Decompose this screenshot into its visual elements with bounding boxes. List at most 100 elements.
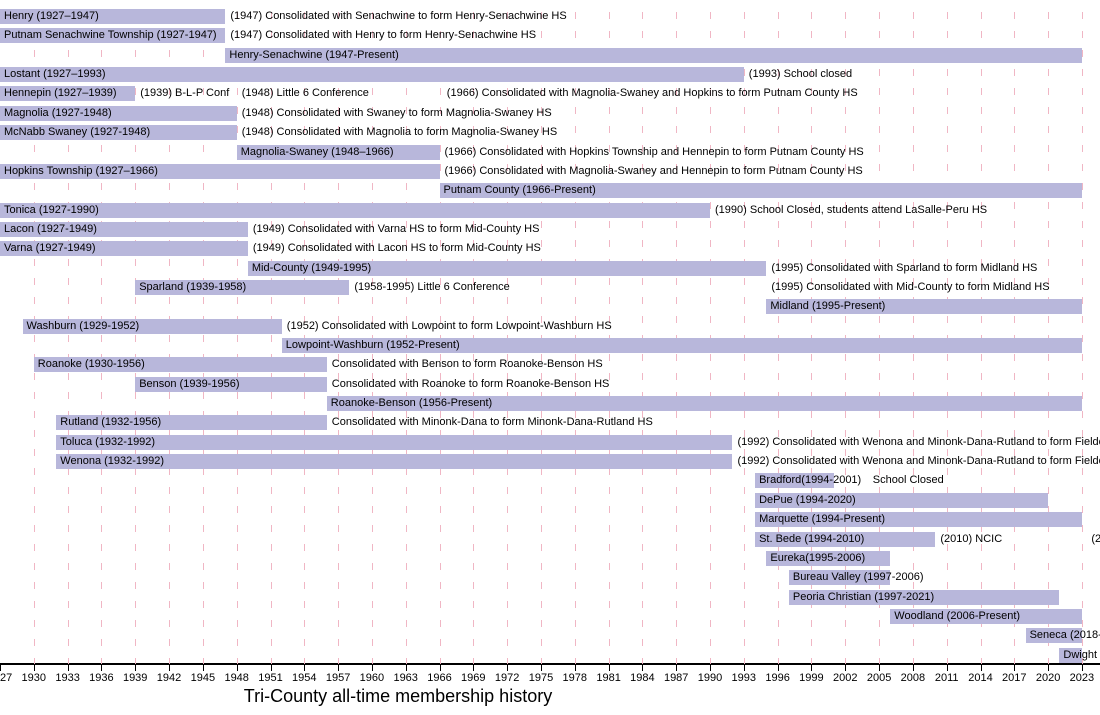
bar-annotation: (1995) Consolidated with Mid-County to f… <box>771 280 1050 293</box>
bar-label: Bradford(1994-2001) <box>759 474 862 487</box>
bar-label: Putnam County (1966-Present) <box>443 184 596 197</box>
bar-label: St. Bede (1994-2010) <box>759 532 865 545</box>
axis-tick-1939 <box>135 665 137 671</box>
bar-annotation: Consolidated with Benson to form Roanoke… <box>331 358 603 371</box>
axis-tick-1942 <box>169 665 170 671</box>
bar-annotation: (1966) Consolidated with Magnolia-Swaney… <box>446 87 858 100</box>
axis-tick-1957 <box>338 665 340 671</box>
axis-tick-1945 <box>202 665 204 671</box>
timeline-bar: Magnolia-Swaney (1948–1966) <box>236 144 440 160</box>
timeline-bar: Bradford(1994-2001) <box>755 473 861 489</box>
axis-tick-2005 <box>879 665 881 671</box>
bar-annotation: (1995) Consolidated with Sparland to for… <box>771 261 1038 274</box>
timeline-bar: Henry-Senachwine (1947-Present) <box>225 47 1082 63</box>
timeline-bar: Marquette (1994-Present) <box>755 512 1082 528</box>
bar-label: Benson (1939-1956) <box>139 377 240 390</box>
axis-tick-1981 <box>608 665 610 671</box>
timeline-bar: Putnam County (1966-Present) <box>439 183 1082 199</box>
axis-tick-1948 <box>236 665 238 671</box>
bar-label: Hopkins Township (1927–1966) <box>4 164 158 177</box>
timeline-bar: Seneca (2018-P <box>1025 628 1100 644</box>
axis-tick-label-1987: 1987 <box>663 672 689 684</box>
timeline-bar: Magnolia (1927-1948) <box>0 105 237 121</box>
bar-annotation: (1952) Consolidated with Lowpoint to for… <box>286 319 612 332</box>
bar-annotation: (1949) Consolidated with Lacon HS to for… <box>252 242 541 255</box>
gridline-2020 <box>1048 0 1050 664</box>
timeline-bar: Lacon (1927-1949) <box>0 221 248 237</box>
gridline-2017 <box>1014 0 1016 664</box>
bar-annotation: (1966) Consolidated with Hopkins Townshi… <box>444 145 864 158</box>
timeline-bar: Woodland (2006-Present) <box>890 608 1082 624</box>
axis-tick-label-2002: 2002 <box>833 672 858 684</box>
axis-tick-1996 <box>777 665 779 671</box>
bar-annotation: (2010) NCIC <box>940 532 1003 545</box>
axis-tick-label-1954: 1954 <box>292 672 317 684</box>
timeline-bar: Roanoke (1930-1956) <box>33 357 327 373</box>
bar-annotation: (20 <box>1091 532 1100 545</box>
timeline-bar: Lostant (1927–1993) <box>0 67 744 83</box>
axis-tick-2020 <box>1048 665 1050 671</box>
axis-tick-label-2014: 2014 <box>968 672 993 684</box>
bar-label: Dwight ( <box>1063 648 1100 661</box>
bar-label: Rutland (1932-1956) <box>60 416 162 429</box>
bar-label: Sparland (1939-1958) <box>139 280 247 293</box>
gridline-2023 <box>1081 0 1083 664</box>
bar-annotation: (1947) Consolidated with Senachwine to f… <box>230 10 567 22</box>
axis-tick-1975 <box>541 665 542 671</box>
bar-annotation: School Closed <box>872 474 944 487</box>
bar-label: Mid-County (1949-1995) <box>251 261 372 274</box>
timeline-bar: Wenona (1932-1992) <box>56 454 733 470</box>
timeline-bar: Midland (1995-Present) <box>766 299 1082 315</box>
axis-tick-label-1966: 1966 <box>427 672 452 684</box>
axis-tick-label-1984: 1984 <box>630 672 655 684</box>
bar-label: DePue (1994-2020) <box>759 493 856 506</box>
axis-tick-label-1927: 1927 <box>0 672 13 684</box>
axis-tick-2023 <box>1081 665 1083 671</box>
timeline-bar: Toluca (1932-1992) <box>56 434 733 450</box>
axis-tick-label-1960: 1960 <box>359 672 385 684</box>
bar-label: Toluca (1932-1992) <box>60 435 156 448</box>
axis-tick-1987 <box>676 665 678 671</box>
bar-label: Marquette (1994-Present) <box>759 513 886 526</box>
axis-tick-1933 <box>67 665 69 671</box>
axis-tick-label-1963: 1963 <box>393 672 418 684</box>
bar-label: Lowpoint-Washburn (1952-Present) <box>285 339 460 351</box>
timeline-bar: Washburn (1929-1952) <box>22 318 282 334</box>
axis-tick-1972 <box>507 665 509 671</box>
bar-label: Eureka(1995-2006) <box>770 551 866 564</box>
axis-tick-2014 <box>980 665 982 671</box>
axis-tick-1990 <box>710 665 711 671</box>
axis-tick-label-1942: 1942 <box>156 672 182 684</box>
timeline-bar: Benson (1939-1956) <box>135 376 327 392</box>
timeline-bar: Putnam Senachwine Township (1927-1947) <box>0 28 226 44</box>
bar-label: Magnolia (1927-1948) <box>4 106 112 119</box>
bar-annotation: (1966) Consolidated with Magnolia-Swaney… <box>444 164 863 177</box>
axis-tick-label-2011: 2011 <box>934 672 959 684</box>
timeline-bar: Hopkins Township (1927–1966) <box>0 163 440 179</box>
axis-tick-1978 <box>574 665 576 671</box>
bar-label: Midland (1995-Present) <box>770 300 886 313</box>
axis-tick-1927 <box>0 665 1 671</box>
axis-tick-label-2020: 2020 <box>1035 672 1061 684</box>
axis-tick-label-1972: 1972 <box>494 672 520 684</box>
chart-title: Tri-County all-time membership history <box>243 686 553 706</box>
bar-annotation: (1939) B-L-P Conf <box>140 87 230 100</box>
axis-tick-label-1948: 1948 <box>224 672 249 684</box>
bar-label: Bureau Valley (1997-2006) <box>792 571 924 584</box>
axis-tick-label-2005: 2005 <box>866 672 892 684</box>
axis-tick-label-2008: 2008 <box>900 672 926 684</box>
gridline-2011 <box>946 0 948 664</box>
bar-annotation: (1993) School closed <box>748 68 853 81</box>
bar-annotation: (1992) Consolidated with Wenona and Mino… <box>737 455 1100 468</box>
timeline-bar: Rutland (1932-1956) <box>56 415 327 431</box>
bar-annotation: Consolidated with Roanoke to form Roanok… <box>331 377 610 390</box>
axis-tick-label-1981: 1981 <box>596 672 621 684</box>
bar-label: Henry (1927–1947) <box>4 10 99 22</box>
bar-label: Peoria Christian (1997-2021) <box>792 590 935 603</box>
bar-annotation: (1992) Consolidated with Wenona and Mino… <box>737 435 1100 448</box>
axis-tick-1966 <box>439 665 441 671</box>
bar-label: Woodland (2006-Present) <box>894 609 1021 622</box>
axis-tick-label-1936: 1936 <box>89 672 114 684</box>
bar-label: Varna (1927-1949) <box>4 242 96 255</box>
axis-tick-1951 <box>270 665 272 671</box>
